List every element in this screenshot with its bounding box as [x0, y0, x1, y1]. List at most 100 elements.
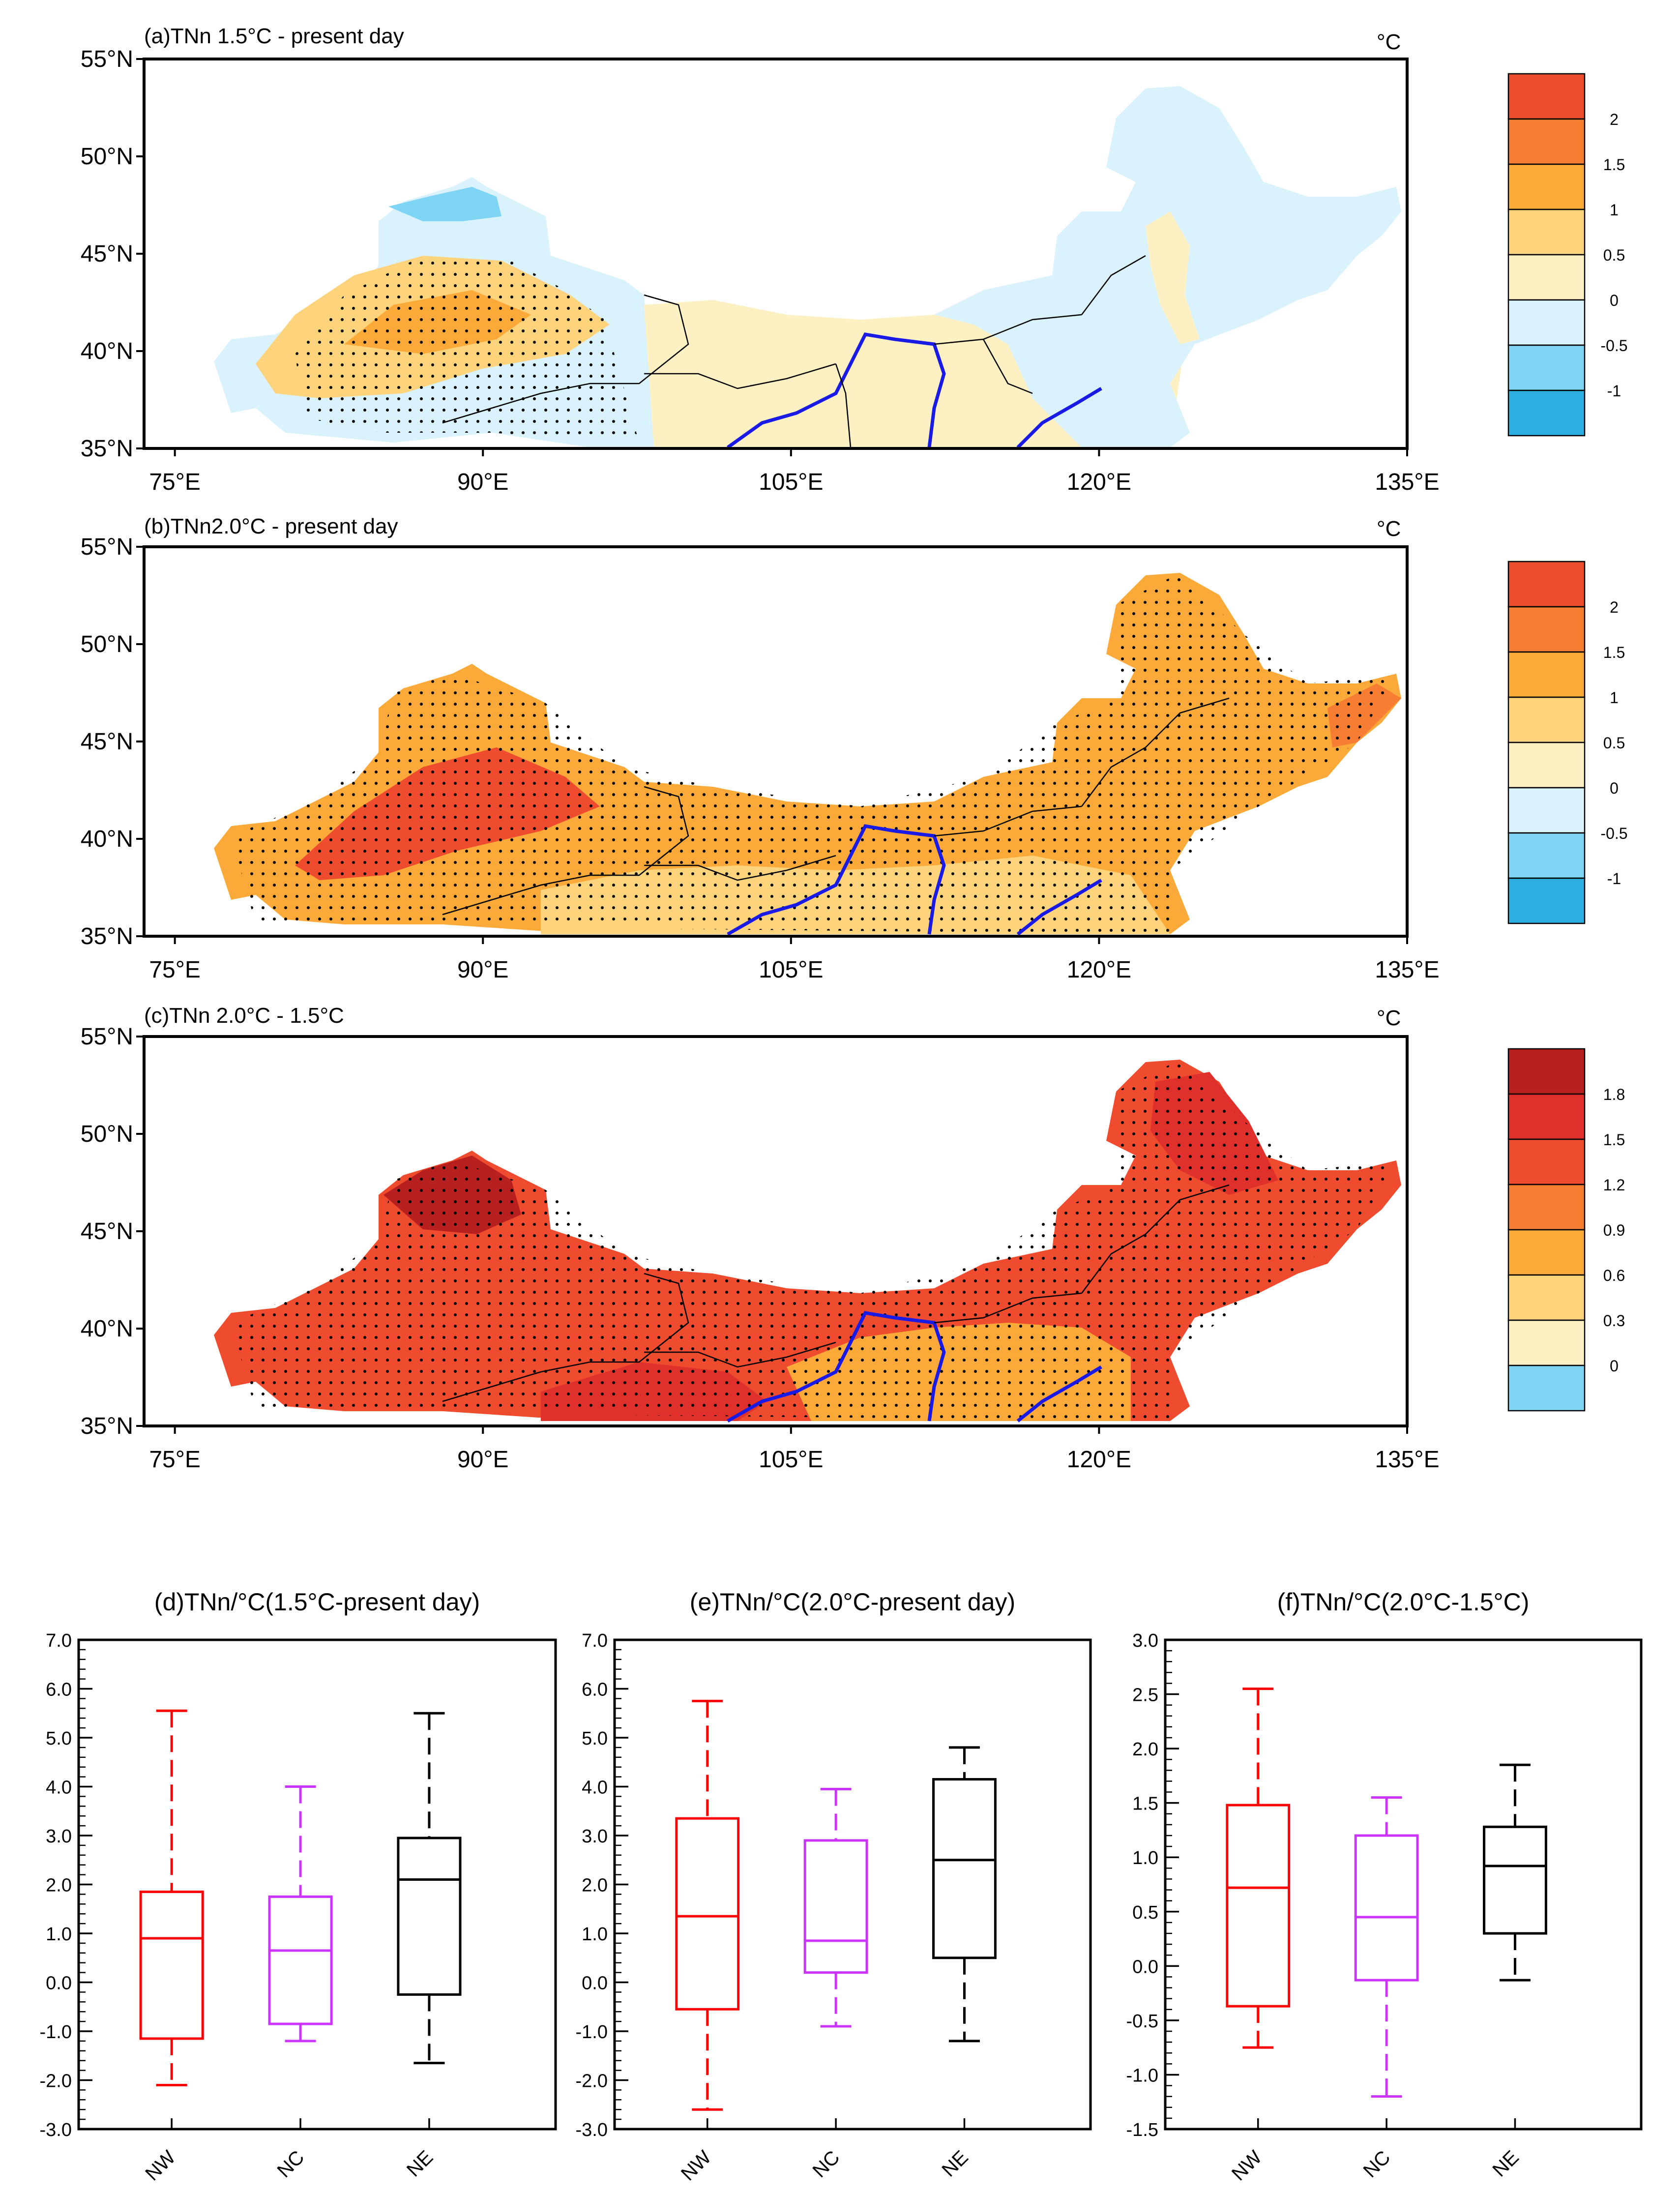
boxplot-e-ytick-label: 2.0 [582, 1875, 608, 1896]
colorbar-b-label: 1 [1610, 689, 1619, 707]
map-c-title: (c)TNn 2.0°C - 1.5°C [144, 1004, 344, 1028]
colorbar-a-label: 2 [1610, 111, 1619, 128]
boxplot-e-xlabel: NW [677, 2146, 715, 2185]
colorbar-a-swatch [1507, 299, 1586, 346]
map-c-dots [231, 1060, 1396, 1421]
map-a-title: (a)TNn 1.5°C - present day [144, 24, 404, 48]
colorbar-c-swatch [1507, 1048, 1586, 1095]
boxplot-e-ytick-label: -1.0 [576, 2022, 608, 2043]
map-c-unit: °C [1377, 1006, 1401, 1030]
boxplot-e-ytick-label: 4.0 [582, 1778, 608, 1798]
boxplot-e-box-nw [675, 1699, 740, 2111]
colorbar-c-swatch [1507, 1184, 1586, 1231]
boxplot-e-ytick-label: 7.0 [582, 1631, 608, 1651]
boxplot-f: (f)TNn/°C(2.0°C-1.5°C) 3.0 2.5 2.0 1.5 1.0 0.5… [1126, 1588, 1643, 2185]
map-a-lat-label: 50°N [81, 144, 133, 170]
map-panel-b: (b)TNn2.0°C - present day °C [144, 514, 1401, 936]
map-c-lon-label: 90°E [457, 1447, 509, 1473]
colorbar-c-label: 0.9 [1603, 1221, 1625, 1239]
box-iqr [932, 1778, 997, 1959]
box-iqr [1483, 1825, 1547, 1935]
map-b-axes: 55°N 50°N 45°N 40°N 35°N 75°E 90°E 105°E 120°E 13… [81, 534, 1440, 983]
boxplot-e-xlabel: NC [809, 2146, 844, 2182]
boxplot-d-xlabel: NC [273, 2146, 308, 2182]
boxplot-e: (e)TNn/°C(2.0°C-present day) 7.0 6.0 5.0 4.0… [576, 1588, 1092, 2185]
map-a-dots [295, 256, 639, 443]
boxplot-d-ytick-label: 5.0 [46, 1728, 72, 1749]
colorbar-c-label: 0.3 [1603, 1312, 1625, 1330]
boxplot-f-ytick-label: 2.0 [1132, 1739, 1158, 1760]
boxplot-d-box-nc [268, 1785, 333, 2043]
colorbar-c-label: 0 [1610, 1357, 1619, 1375]
boxplot-d-box-ne [397, 1712, 462, 2065]
map-a-lon-label: 120°E [1067, 469, 1131, 495]
map-c-lon-label: 135°E [1375, 1447, 1439, 1473]
boxplot-d-xlabel: NW [141, 2146, 179, 2185]
boxplot-f-xlabel: NC [1359, 2146, 1395, 2182]
map-c-rivers [727, 1311, 1102, 1423]
box-iqr [675, 1817, 740, 2011]
map-a-ne-warm-band [1146, 211, 1200, 344]
colorbar-c-swatch [1507, 1274, 1586, 1321]
boxplot-e-ytick-label: 1.0 [582, 1924, 608, 1945]
boxplot-d-xlabel: NE [403, 2146, 437, 2181]
colorbars: 2 1.5 1 0.5 0 -0.5 -1 2 1.5 1 0.5 0 -0.5 -1 1.8 1.5 1.2 0… [1507, 73, 1628, 1412]
map-a-lat-label: 45°N [81, 241, 133, 267]
boxplot-d-ytick-label: -1.0 [40, 2022, 72, 2043]
boxplot-f-box-ne [1483, 1763, 1547, 1982]
boxplot-e-ytick-label: -3.0 [576, 2120, 608, 2140]
box-iqr [1354, 1834, 1419, 1982]
map-a-lon-label: 75°E [149, 469, 201, 495]
boxplot-e-xlabel: NE [938, 2146, 972, 2181]
box-iqr [397, 1837, 462, 1996]
boxplot-f-xlabel: NW [1228, 2146, 1266, 2185]
boxplot-f-ytick-label: -1.0 [1126, 2065, 1158, 2086]
map-panel-c: (c)TNn 2.0°C - 1.5°C °C [144, 1004, 1401, 1423]
boxplot-f-box-nw [1226, 1688, 1291, 2049]
map-a-borders [442, 255, 1146, 448]
boxplot-e-ytick-label: -2.0 [576, 2071, 608, 2092]
colorbar-a-label: -1 [1607, 382, 1621, 400]
boxplot-d-ytick-label: 7.0 [46, 1631, 72, 1651]
map-c-lon-label: 120°E [1067, 1447, 1131, 1473]
map-b-unit: °C [1377, 517, 1401, 541]
colorbar-c-label: 1.5 [1603, 1131, 1625, 1149]
boxplot-d-frame [77, 1638, 557, 2131]
colorbar-c: 1.8 1.5 1.2 0.9 0.6 0.3 0 [1507, 1048, 1625, 1412]
colorbar-b-label: -1 [1607, 870, 1621, 888]
map-a-lon-label: 105°E [759, 469, 823, 495]
boxplot-d-ytick-label: 2.0 [46, 1875, 72, 1896]
colorbar-a-label: 1.5 [1603, 156, 1625, 174]
map-a-lon-label: 90°E [457, 469, 509, 495]
map-c-lat-label: 40°N [81, 1316, 133, 1342]
colorbar-a: 2 1.5 1 0.5 0 -0.5 -1 [1507, 73, 1628, 437]
colorbar-c-swatch [1507, 1093, 1586, 1140]
map-b-rivers [727, 824, 1102, 936]
colorbar-c-swatch [1507, 1138, 1586, 1186]
colorbar-c-swatch [1507, 1229, 1586, 1276]
map-a-unit: °C [1377, 30, 1401, 54]
colorbar-a-label: 1 [1610, 201, 1619, 219]
map-b-land [214, 573, 1401, 934]
colorbar-a-label: 0.5 [1603, 246, 1625, 264]
boxplot-d: (d)TNn/°C(1.5°C-present day) 7.0 6.0 5.0 4.0… [40, 1588, 557, 2185]
map-c-lon-label: 105°E [759, 1447, 823, 1473]
boxplot-f-frame [1164, 1638, 1643, 2131]
map-c-axes: 55°N 50°N 45°N 40°N 35°N 75°E 90°E 105°E 120°E 13… [81, 1024, 1440, 1473]
boxplot-e-frame [613, 1638, 1092, 2131]
box-iqr [803, 1839, 868, 1974]
boxplot-f-box-nc [1354, 1796, 1419, 2098]
colorbar-b-swatch [1507, 606, 1586, 653]
box-iqr [1226, 1804, 1291, 2008]
map-frames: 55°N 50°N 45°N 40°N 35°N 75°E 90°E 105°E 120°E 13… [81, 46, 1440, 1473]
boxplot-d-ytick-label: 6.0 [46, 1680, 72, 1700]
colorbar-b-label: 0 [1610, 779, 1619, 797]
colorbar-b-swatch [1507, 877, 1586, 924]
map-c-lat-label: 50°N [81, 1121, 133, 1147]
boxplot-f-ytick-label: 1.5 [1132, 1794, 1158, 1814]
boxplot-f-ytick-label: 0.5 [1132, 1902, 1158, 1923]
map-c-lon-label: 75°E [149, 1447, 201, 1473]
boxplot-e-ytick-label: 5.0 [582, 1728, 608, 1749]
boxplot-f-title: (f)TNn/°C(2.0°C-1.5°C) [1277, 1588, 1530, 1616]
map-b-title: (b)TNn2.0°C - present day [144, 514, 398, 538]
